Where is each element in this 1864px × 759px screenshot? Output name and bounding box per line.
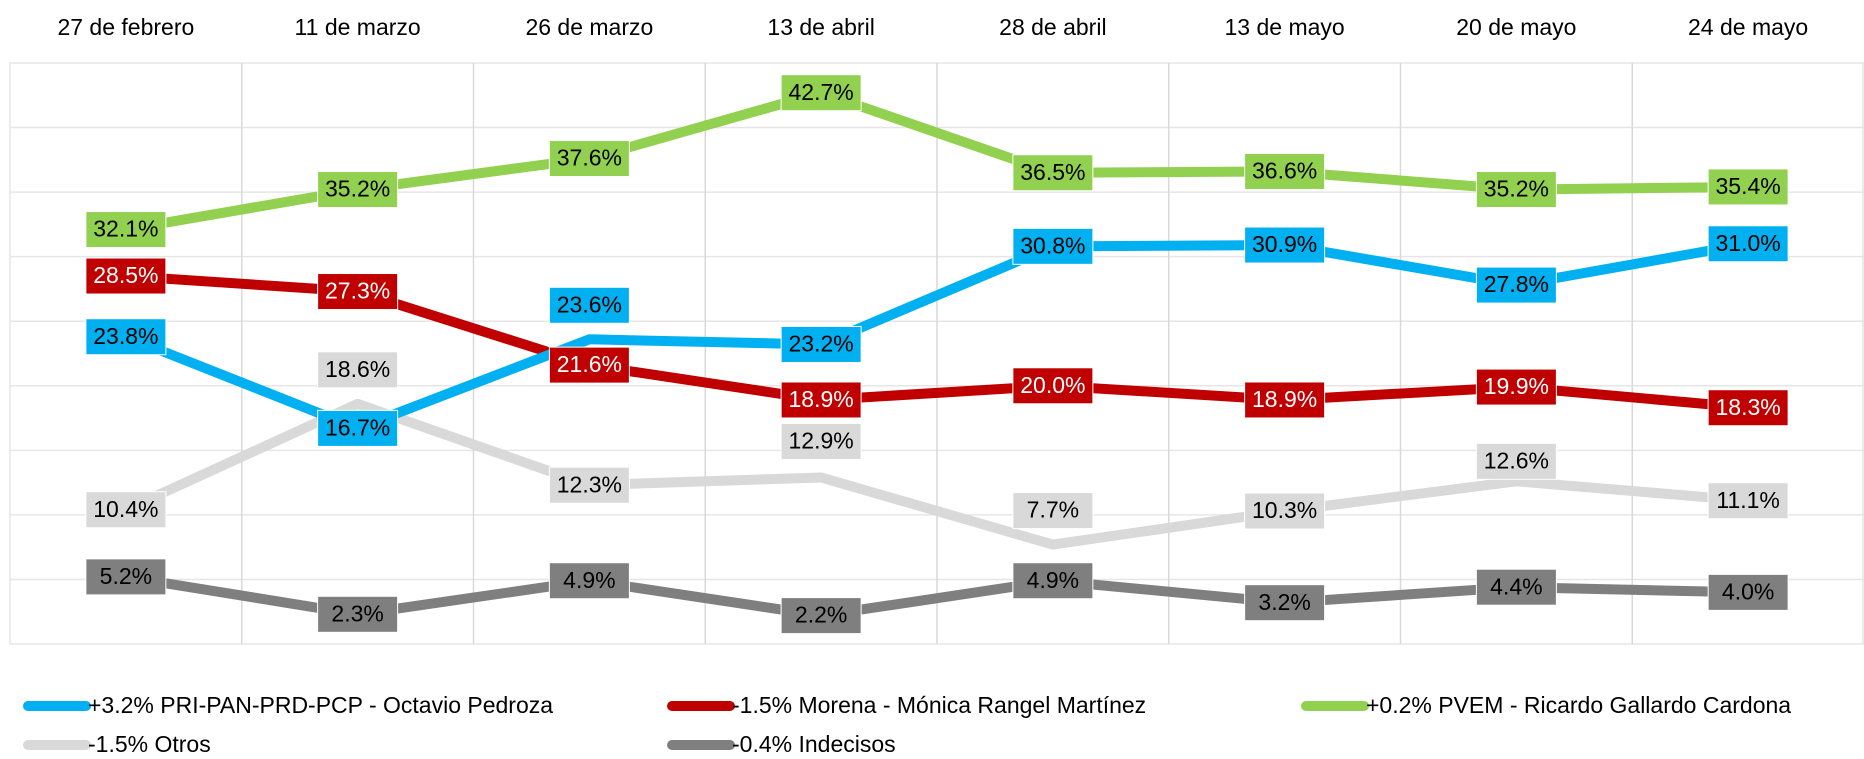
data-label: 23.6% xyxy=(557,291,622,317)
data-label-box xyxy=(317,273,399,311)
data-label-box xyxy=(85,318,167,356)
data-label: 31.0% xyxy=(1716,230,1781,256)
data-label: 27.3% xyxy=(325,278,390,304)
legend-label: -0.4% Indecisos xyxy=(732,731,896,757)
data-label-box xyxy=(548,346,630,384)
data-label: 2.3% xyxy=(331,600,383,626)
data-label-box xyxy=(85,491,167,529)
data-label-box xyxy=(1012,154,1094,192)
data-label-box xyxy=(1475,171,1557,209)
data-label: 37.6% xyxy=(557,145,622,171)
data-label-box xyxy=(317,351,399,389)
data-label-box xyxy=(1475,568,1557,606)
data-label-box xyxy=(1707,573,1789,611)
data-label: 12.3% xyxy=(557,471,622,497)
data-label-box xyxy=(780,422,862,460)
data-label-box xyxy=(1707,389,1789,427)
data-label-box xyxy=(1475,442,1557,480)
data-label: 18.3% xyxy=(1716,394,1781,420)
data-label: 32.1% xyxy=(93,216,158,242)
data-label: 36.5% xyxy=(1020,159,1085,185)
data-label-box xyxy=(85,558,167,596)
legend-label: -1.5% Otros xyxy=(88,731,211,757)
data-label-box xyxy=(1012,492,1094,530)
legend-label: +3.2% PRI-PAN-PRD-PCP - Octavio Pedroza xyxy=(88,692,553,718)
data-label: 23.8% xyxy=(93,323,158,349)
data-label: 35.4% xyxy=(1716,173,1781,199)
data-label-box xyxy=(1244,584,1326,622)
data-label: 42.7% xyxy=(789,79,854,105)
data-label-box xyxy=(1244,381,1326,419)
data-label-box xyxy=(1012,367,1094,405)
x-tick-label: 26 de marzo xyxy=(525,14,653,40)
data-label: 30.8% xyxy=(1020,232,1085,258)
data-label-box xyxy=(1707,168,1789,206)
data-label-box xyxy=(548,466,630,504)
data-label: 4.0% xyxy=(1722,578,1774,604)
data-label-box xyxy=(548,286,630,324)
data-label: 20.0% xyxy=(1020,372,1085,398)
data-label: 5.2% xyxy=(100,563,152,589)
data-label-box xyxy=(85,257,167,295)
data-label: 18.6% xyxy=(325,356,390,382)
data-label-box xyxy=(548,140,630,178)
data-label-box xyxy=(1707,225,1789,263)
data-label: 21.6% xyxy=(557,351,622,377)
data-label-box xyxy=(780,597,862,635)
data-label: 18.9% xyxy=(789,386,854,412)
data-label: 4.9% xyxy=(1027,567,1079,593)
data-label: 11.1% xyxy=(1716,487,1780,513)
data-label-box xyxy=(1244,492,1326,530)
data-label: 30.9% xyxy=(1252,231,1317,257)
x-tick-label: 11 de marzo xyxy=(295,14,421,40)
data-label: 18.9% xyxy=(1252,386,1317,412)
data-label: 4.9% xyxy=(563,567,615,593)
data-label-box xyxy=(317,409,399,447)
x-tick-label: 27 de febrero xyxy=(57,14,194,40)
x-tick-label: 24 de mayo xyxy=(1688,14,1808,40)
data-label-box xyxy=(548,562,630,600)
data-label: 23.2% xyxy=(789,331,854,357)
legend-label: +0.2% PVEM - Ricardo Gallardo Cardona xyxy=(1366,692,1791,718)
data-label-box xyxy=(780,325,862,363)
data-label-box xyxy=(1707,482,1789,520)
data-label: 27.8% xyxy=(1484,271,1549,297)
data-label-box xyxy=(780,381,862,419)
data-label: 12.6% xyxy=(1484,447,1549,473)
data-label: 12.9% xyxy=(789,428,854,454)
data-label: 28.5% xyxy=(93,262,158,288)
data-label-box xyxy=(1244,152,1326,190)
data-label: 35.2% xyxy=(1484,176,1549,202)
data-label-box xyxy=(85,211,167,249)
data-label-box xyxy=(1475,368,1557,406)
data-label: 2.2% xyxy=(795,602,847,628)
data-label-box xyxy=(1012,562,1094,600)
data-label: 3.2% xyxy=(1258,589,1310,615)
data-label-box xyxy=(317,171,399,209)
data-label: 7.7% xyxy=(1027,497,1079,523)
data-label: 19.9% xyxy=(1484,373,1549,399)
data-label: 16.7% xyxy=(325,414,390,440)
legend-label: -1.5% Morena - Mónica Rangel Martínez xyxy=(732,692,1146,718)
data-label: 36.6% xyxy=(1252,158,1317,184)
x-tick-label: 20 de mayo xyxy=(1456,14,1576,40)
data-label: 35.2% xyxy=(325,176,390,202)
x-tick-label: 13 de abril xyxy=(767,14,874,40)
data-label-box xyxy=(1244,226,1326,264)
data-label-box xyxy=(1012,227,1094,265)
data-label-box xyxy=(780,74,862,112)
data-label-box xyxy=(1475,266,1557,304)
x-tick-label: 28 de abril xyxy=(999,14,1106,40)
data-label-box xyxy=(317,595,399,633)
data-label: 10.4% xyxy=(93,496,158,522)
data-label: 10.3% xyxy=(1252,497,1317,523)
data-label: 4.4% xyxy=(1490,573,1542,599)
x-tick-label: 13 de mayo xyxy=(1225,14,1345,40)
